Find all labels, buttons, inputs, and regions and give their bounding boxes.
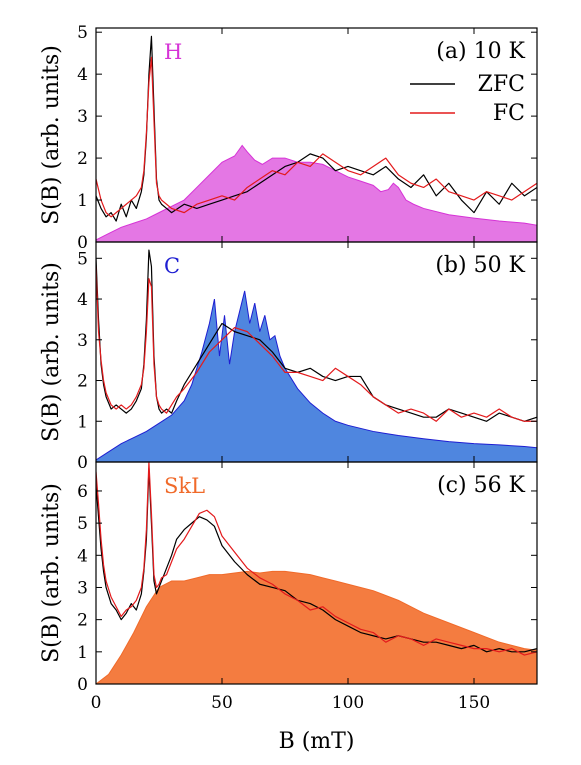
y-tick-label: 6 [77,482,88,502]
y-tick-label: 5 [77,514,88,534]
series-line-fc [96,56,537,218]
plot-area [96,462,537,684]
y-tick-label: 2 [77,372,88,392]
panel-c: 0 1 2 3 4 5 6 0 50 100 150 S(B) (arb. units) (c) 56 … [39,461,538,754]
y-tick-label: 4 [77,290,88,310]
series-line-zfc [96,35,537,222]
y-tick-label: 3 [77,107,88,127]
x-tick-label: 50 [211,693,233,713]
panel-label: (a) 10 K [436,39,525,64]
series-area-h [96,145,537,242]
y-tick-label: 1 [77,412,88,432]
y-axis-label: S(B) (arb. units) [39,262,64,442]
y-tick-label: 0 [77,675,88,695]
y-tick-label: 5 [77,23,88,43]
y-tick-label: 4 [77,546,88,566]
panel-label: (b) 50 K [435,253,525,278]
y-tick-label: 2 [77,611,88,631]
y-tick-label: 0 [77,453,88,473]
series-area-c [96,290,537,462]
y-tick-label: 3 [77,578,88,598]
y-tick-label: 1 [77,191,88,211]
phase-label: C [164,254,180,278]
series-area-edge-skl [96,570,537,684]
x-axis-label: B (mT) [279,729,355,754]
plot-area [96,35,537,242]
panel-a: 0 1 2 3 4 5 S(B) (arb. units) (a) 10 K H ZFC FC [39,23,538,253]
series-area-edge-c [96,290,537,461]
legend-label-zfc: ZFC [478,72,525,97]
y-tick-label: 0 [77,233,88,253]
y-axis-label: S(B) (arb. units) [39,45,64,225]
series-area-skl [96,571,537,684]
y-tick-label: 4 [77,65,88,85]
phase-label: H [164,40,182,64]
legend-label-fc: FC [493,101,525,126]
panel-label: (c) 56 K [437,473,525,498]
plot-frame [95,461,538,685]
plot-area [96,249,537,462]
x-tick-label: 150 [458,693,490,713]
x-tick-label: 100 [332,693,364,713]
y-tick-label: 3 [77,331,88,351]
y-tick-label: 1 [77,643,88,663]
y-axis-label: S(B) (arb. units) [39,483,64,663]
series-line-zfc [96,467,537,653]
series-line-fc [96,462,537,656]
y-tick-label: 2 [77,149,88,169]
x-tick-label: 0 [91,693,102,713]
panel-b: 0 1 2 3 4 5 S(B) (arb. units) (b) 50 K C [39,241,538,473]
series-line-fc [96,266,537,422]
phase-label: SkL [164,474,205,498]
y-tick-label: 5 [77,249,88,269]
